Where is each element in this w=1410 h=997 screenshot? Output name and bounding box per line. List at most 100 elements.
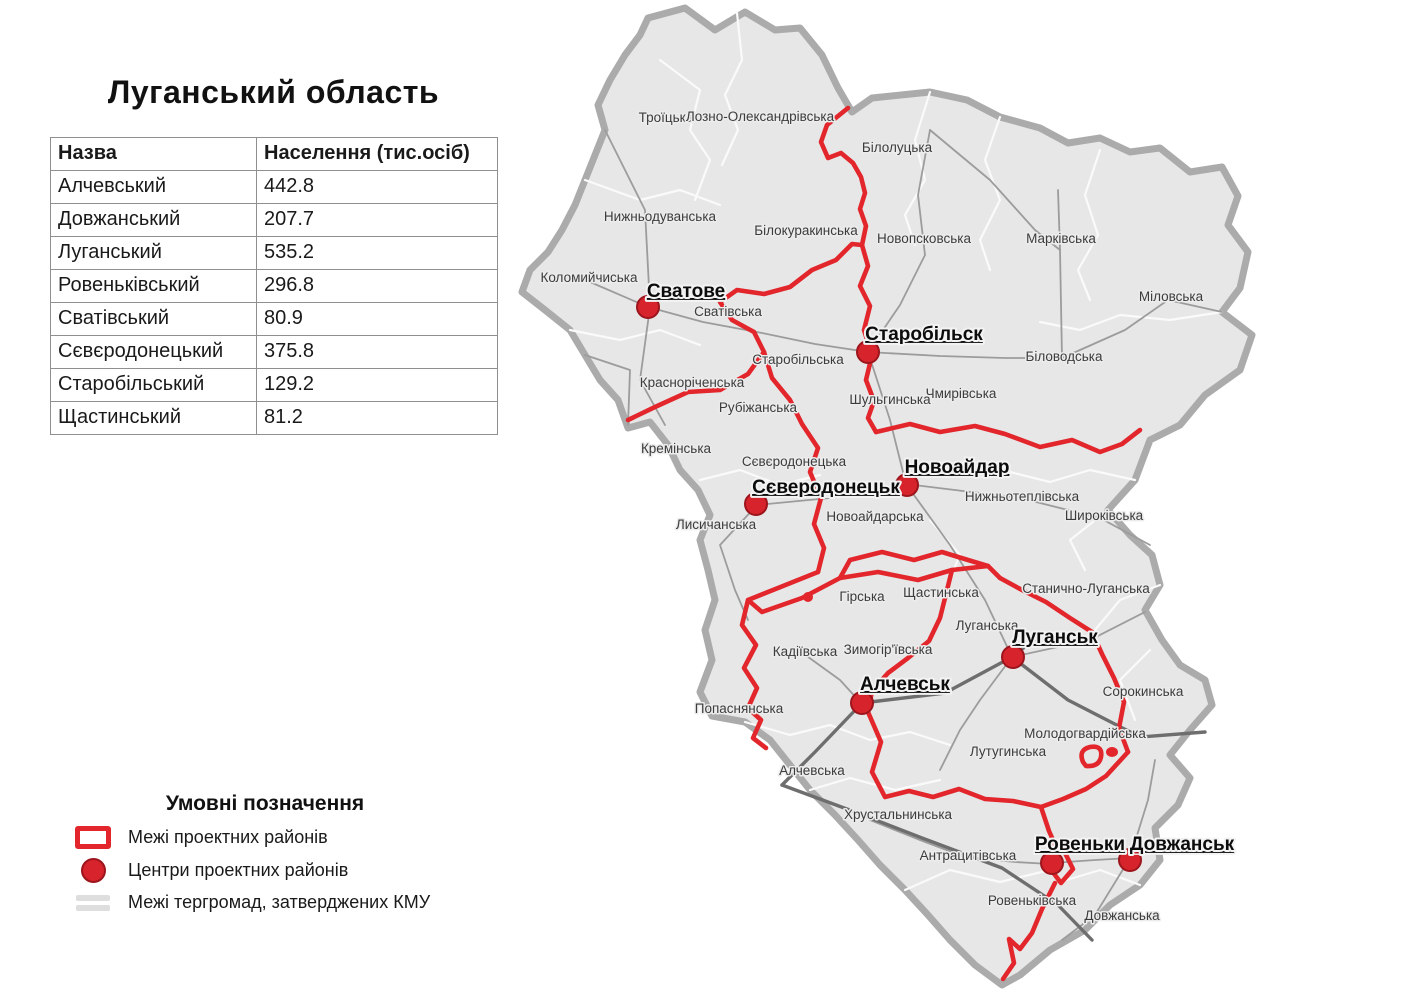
- table-cell: Алчевський: [50, 170, 257, 204]
- map-area-label: Коломийчиська: [540, 270, 638, 285]
- table-cell: 129.2: [256, 368, 498, 402]
- map-area-label: Красноріченська: [640, 375, 745, 390]
- map-area-label: Луганська: [956, 618, 1019, 633]
- city-label: Новоайдар: [905, 457, 1010, 478]
- city-marker: [850, 691, 874, 715]
- city-marker: [744, 492, 768, 516]
- population-table-head: Назва Населення (тис.осіб): [50, 137, 498, 171]
- map-area-label: Білолуцька: [862, 140, 933, 155]
- table-header-cell: Назва: [50, 137, 257, 171]
- map-area-label: Шульгинська: [849, 392, 931, 407]
- map-area-label: Чмирівська: [926, 386, 997, 401]
- table-cell: Сватівський: [50, 302, 257, 336]
- red-rect-outline-icon: [75, 826, 111, 849]
- map-area-label: Кремінська: [641, 441, 712, 456]
- table-header-cell: Населення (тис.осіб): [256, 137, 498, 171]
- city-label: Сватове: [647, 281, 725, 302]
- table-row: Довжанський 207.7: [50, 203, 498, 237]
- legend-items: Межі проектних районів Центри проектних р…: [70, 826, 520, 913]
- map-area-label: Антрацитівська: [920, 848, 1017, 863]
- legend-title: Умовні позначення: [165, 792, 365, 815]
- map-area-label: Сорокинська: [1103, 684, 1184, 699]
- page-title: Луганський область: [107, 74, 440, 110]
- table-cell: Луганський: [50, 236, 257, 270]
- table-cell: Ровеньківський: [50, 269, 257, 303]
- map-area-label: Ровеньківська: [988, 893, 1077, 908]
- table-cell: Щастинський: [50, 401, 257, 435]
- map-area-label: Нижньодуванська: [604, 209, 717, 224]
- map-area-label: Старобільська: [752, 352, 844, 367]
- map-area-label: Марківська: [1026, 231, 1096, 246]
- map-area-label: Лисичанська: [676, 517, 757, 532]
- map-area-label: Новоайдарська: [826, 509, 924, 524]
- oblast-shape: [518, 4, 1256, 989]
- table-cell: 207.7: [256, 203, 498, 237]
- legend: Умовні позначення Межі проектних районів…: [70, 792, 520, 922]
- table-row: Луганський 535.2: [50, 236, 498, 270]
- map-area-label: Рубіжанська: [719, 400, 798, 415]
- table-cell: 80.9: [256, 302, 498, 336]
- city-label: Сєверодонецьк: [752, 477, 900, 498]
- city-marker: [636, 295, 660, 319]
- table-cell: Старобільський: [50, 368, 257, 402]
- map-area-label: Нижньотеплівська: [965, 489, 1080, 504]
- map-area-label: Сватівська: [694, 304, 762, 319]
- red-dot-icon: [80, 858, 106, 883]
- legend-item: Межі тергромад, затверджених КМУ: [70, 892, 520, 913]
- legend-item-label: Межі тергромад, затверджених КМУ: [128, 892, 431, 912]
- gray-line-icon: [76, 894, 110, 901]
- map-area-label: Гірська: [839, 589, 885, 604]
- map-area-label: Кадіївська: [773, 644, 838, 659]
- table-cell: 81.2: [256, 401, 498, 435]
- legend-item: Центри проектних районів: [70, 858, 520, 883]
- population-table: Назва Населення (тис.осіб) Алчевський 442.…: [50, 137, 498, 435]
- map-area-label: Білокуракинська: [754, 223, 858, 238]
- roads-layer: [584, 129, 1223, 941]
- city-marker: [1118, 848, 1142, 872]
- map-area-label: Алчевська: [779, 763, 845, 778]
- map-area-label: Щастинська: [903, 585, 979, 600]
- city-marker: [856, 340, 880, 364]
- city-marker: [1040, 851, 1064, 875]
- table-row: Ровеньківський 296.8: [50, 269, 498, 303]
- map-area-label: Довжанська: [1084, 908, 1160, 923]
- city-markers-layer: [636, 295, 1142, 875]
- table-cell: Довжанський: [50, 203, 257, 237]
- map-area-label: Біловодська: [1026, 349, 1103, 364]
- legend-item-label: Центри проектних районів: [128, 860, 349, 880]
- table-cell: 442.8: [256, 170, 498, 204]
- table-cell: Сєвєродонецький: [50, 335, 257, 369]
- map-area-label: Троїцька: [639, 110, 694, 125]
- population-table-body: Алчевський 442.8 Довжанський 207.7 Луганськи…: [50, 170, 498, 435]
- map-area-label: Молодогвардійська: [1024, 726, 1146, 741]
- map-area-label: Лозно-Олександрівська: [686, 109, 835, 124]
- city-labels-layer: Сватове Старобільск НовоайдарСєверодонецьк…: [645, 279, 1237, 857]
- map-area-label: Станично-Луганська: [1022, 581, 1150, 596]
- table-row: Сватівський 80.9: [50, 302, 498, 336]
- city-label: Довжанськ: [1130, 834, 1235, 855]
- table-row: Алчевський 442.8: [50, 170, 498, 204]
- city-label: Ровеньки: [1035, 834, 1125, 855]
- city-marker: [895, 473, 919, 497]
- city-label: Алчевськ: [860, 674, 950, 695]
- map-area-label: Попаснянська: [695, 701, 784, 716]
- table-cell: 375.8: [256, 335, 498, 369]
- table-row: Старобільський 129.2: [50, 368, 498, 402]
- map-area-label: Зимогір'ївська: [844, 642, 933, 657]
- legend-item-label: Межі проектних районів: [128, 827, 328, 847]
- map-area-label: Міловська: [1139, 289, 1204, 304]
- table-cell: 535.2: [256, 236, 498, 270]
- map-area-label: Новопсковська: [877, 231, 971, 246]
- map-area-label: Хрустальнинська: [844, 807, 953, 822]
- city-marker: [1001, 645, 1025, 669]
- city-label: Старобільск: [865, 324, 983, 345]
- map-area-label: Сєвєродонецька: [742, 454, 847, 469]
- city-label: Луганськ: [1012, 627, 1098, 648]
- table-row: Щастинський 81.2: [50, 401, 498, 435]
- legend-item: Межі проектних районів: [70, 826, 520, 849]
- table-row: Сєвєродонецький 375.8: [50, 335, 498, 369]
- table-cell: 296.8: [256, 269, 498, 303]
